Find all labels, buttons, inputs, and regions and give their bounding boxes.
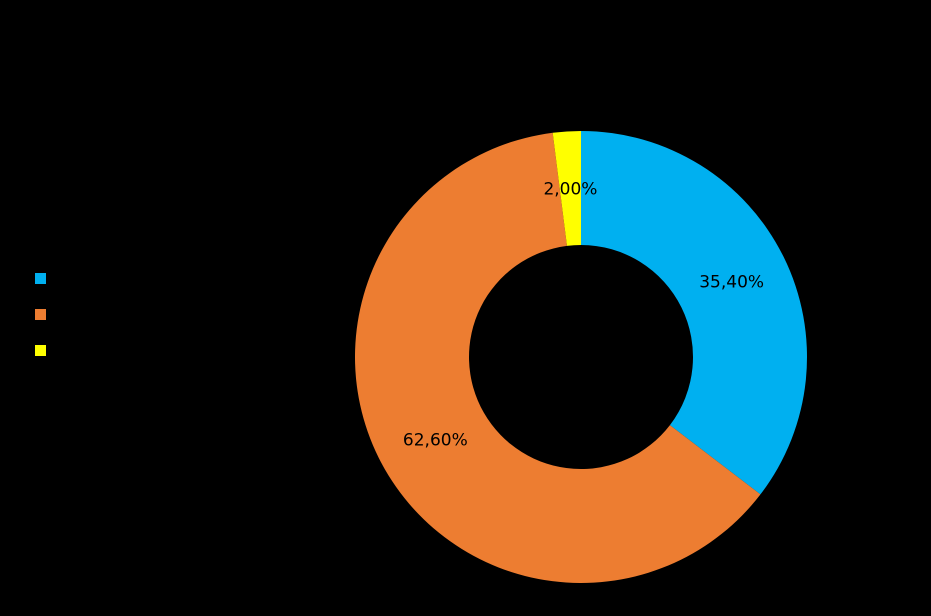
donut-segment	[552, 131, 581, 246]
data-label: 35,40%	[699, 273, 764, 293]
data-label: 62,60%	[403, 431, 468, 451]
legend-swatch	[35, 273, 46, 284]
donut-segment	[355, 132, 761, 583]
donut-segment	[581, 131, 807, 495]
legend-swatch	[35, 345, 46, 356]
legend-swatch	[35, 309, 46, 320]
data-label: 2,00%	[543, 179, 597, 199]
